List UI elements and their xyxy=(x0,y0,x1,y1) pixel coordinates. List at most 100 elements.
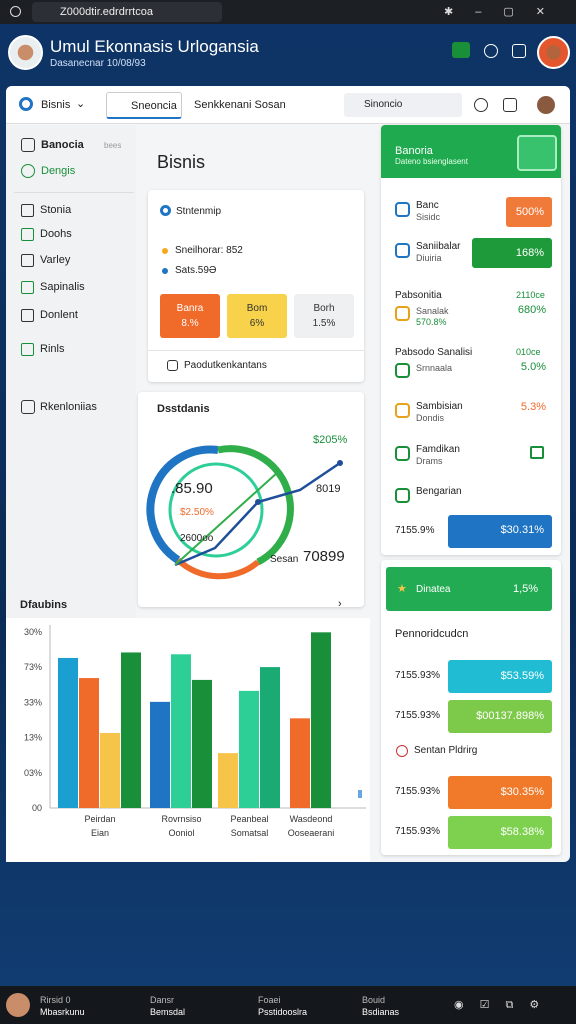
alert-button[interactable] xyxy=(503,98,517,112)
home-button[interactable] xyxy=(512,44,526,58)
bar xyxy=(239,690,259,808)
user-button[interactable] xyxy=(474,98,488,112)
trend-title: Dsstdanis xyxy=(157,403,210,415)
nav-item[interactable]: Rinls xyxy=(40,343,65,355)
window-controls[interactable]: ✱–▢✕ xyxy=(444,6,567,18)
nav-item[interactable]: Stonia xyxy=(40,204,72,216)
nav-item[interactable]: Doohs xyxy=(40,228,72,240)
flag-button[interactable] xyxy=(452,42,470,58)
summary-footer[interactable]: Paodutkenkantans xyxy=(184,360,267,371)
summary-line: Sneilhorar: 852 xyxy=(175,245,243,256)
trend-point xyxy=(337,460,343,466)
bar xyxy=(290,718,310,808)
search-text: Sinoncio xyxy=(364,99,403,110)
tray-icons[interactable]: ◉☑⧉⚙ xyxy=(454,999,556,1011)
trend-label: $2.50% xyxy=(180,507,214,518)
clock-button[interactable] xyxy=(517,135,557,171)
tile-value: 1.5% xyxy=(312,318,336,329)
nav-item[interactable]: Rkenloniias xyxy=(40,401,97,413)
nav-icon xyxy=(21,228,34,241)
item-icon xyxy=(395,363,410,378)
trend-graphic xyxy=(146,445,343,580)
taskbar-item[interactable]: Mbasrkunu xyxy=(40,1007,85,1017)
item-value: 5.0% xyxy=(520,361,546,373)
user-avatar[interactable] xyxy=(537,36,570,69)
back-button[interactable] xyxy=(10,6,21,17)
trend-label: 2600oo xyxy=(180,533,214,544)
dropdown[interactable]: Bisnis xyxy=(41,99,71,111)
highlight-title: Dinatea xyxy=(416,584,451,595)
tile-label: Borh xyxy=(313,303,335,314)
item-sub: Sanalak xyxy=(416,306,449,316)
item-pill: 168% xyxy=(472,238,552,268)
x-axis-label: Somatsal xyxy=(231,828,269,838)
url-box[interactable] xyxy=(32,2,222,22)
x-axis-label: Peirdan xyxy=(84,814,115,824)
item-value: 680% xyxy=(517,304,546,316)
check-box[interactable] xyxy=(530,446,544,459)
nav-icon xyxy=(21,138,35,152)
item-title: Sambisian xyxy=(416,401,463,412)
trend-label: $205% xyxy=(313,434,348,446)
nav-item[interactable]: Donlent xyxy=(40,309,78,321)
summary-icon xyxy=(160,205,171,216)
row-pill: $53.59% xyxy=(448,660,552,693)
row-label: 7155.93% xyxy=(395,670,441,681)
taskbar-item[interactable]: Bsdianas xyxy=(362,1007,400,1017)
trend-card xyxy=(138,392,364,607)
item-title: Famdikan xyxy=(416,444,460,455)
row-icon xyxy=(396,745,408,757)
taskbar-item[interactable]: Dansr xyxy=(150,995,175,1005)
scroll-marker xyxy=(358,790,362,798)
summary-line: Sats.59Ə xyxy=(175,265,217,276)
nav-icon xyxy=(21,254,34,267)
taskbar-item[interactable]: Bouid xyxy=(362,995,386,1005)
item-sub: Diuiria xyxy=(416,253,442,263)
bar xyxy=(100,732,120,808)
taskbar-item[interactable]: Foaei xyxy=(258,995,281,1005)
donut-ring xyxy=(168,462,264,558)
app-title: Umul Ekonnasis Urlogansia xyxy=(50,37,259,56)
nav-icon xyxy=(21,309,34,322)
chart-more[interactable]: › xyxy=(338,598,342,610)
x-axis-label: Ooseaerani xyxy=(288,828,335,838)
nav-item[interactable]: Dengis xyxy=(41,165,76,177)
avatar xyxy=(8,35,43,70)
trend-line xyxy=(174,471,279,566)
x-axis-label: Eian xyxy=(91,828,109,838)
taskbar-item[interactable]: Bemsdal xyxy=(150,1007,186,1017)
toolbar-avatar[interactable] xyxy=(537,96,555,114)
nav-icon xyxy=(21,164,35,178)
tile-value: 6% xyxy=(249,318,265,329)
stat-tile xyxy=(294,294,354,338)
search-box[interactable] xyxy=(344,93,462,117)
donut-arc xyxy=(175,557,260,580)
dropdown-caret: ⌄ xyxy=(76,98,86,110)
highlight-icon: ★ xyxy=(397,583,407,595)
nav-item[interactable]: Sapinalis xyxy=(40,281,85,293)
page-title: Bisnis xyxy=(157,152,206,172)
nav-item[interactable]: Banocia xyxy=(41,139,84,151)
taskbar-item[interactable]: Psstidooslra xyxy=(258,1007,308,1017)
nav-icon xyxy=(21,281,34,294)
bar-chart: 30% 73% 33% 13% 03% 00 Peirdan Eian Rovrnsiso Oon… xyxy=(24,625,366,838)
row-label: 7155.93% xyxy=(395,826,441,837)
taskbar-item[interactable]: Rirsid 0 xyxy=(40,995,71,1005)
item-icon xyxy=(395,243,410,258)
nav-meta: bees xyxy=(104,141,122,150)
item-icon xyxy=(395,446,410,461)
settings-button[interactable] xyxy=(484,44,498,58)
bar xyxy=(150,701,170,808)
trend-value: .85.90 xyxy=(171,480,213,497)
nav-item[interactable]: Varley xyxy=(40,254,71,266)
taskbar-avatar xyxy=(6,993,30,1017)
tab-active[interactable]: Sneoncia xyxy=(106,92,182,119)
tab[interactable]: Senkkenani Sosan xyxy=(194,99,286,111)
item-note: 2110ce xyxy=(516,290,545,300)
bar-chart-title: Dfaubins xyxy=(20,599,68,611)
dropdown-icon xyxy=(19,97,33,111)
item-icon xyxy=(395,306,410,321)
highlight-value: 1,5% xyxy=(513,583,539,595)
footer-icon xyxy=(167,360,178,371)
